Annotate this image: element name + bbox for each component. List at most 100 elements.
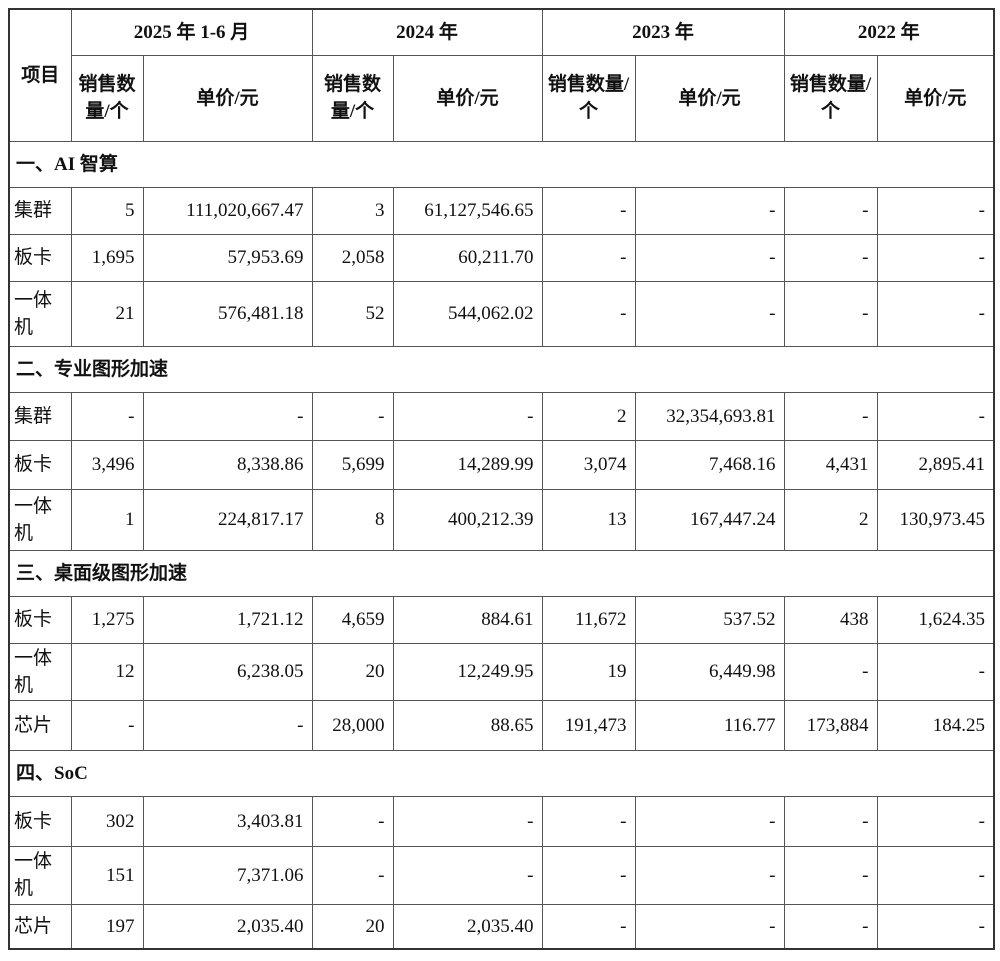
table-row: 一体机 12 6,238.05 20 12,249.95 19 6,449.98- - [8,642,995,701]
qty-cell: - [541,233,636,282]
price-cell: - [876,642,995,701]
price-cell: 167,447.24 [634,488,785,551]
row-name: 芯片 [8,699,72,751]
row-name: 芯片 [8,903,72,950]
price-cell: 6,238.05 [142,642,313,701]
qty-cell: 3,074 [541,439,636,490]
qty-cell: 11,672 [541,595,636,644]
table-row: 一体机 1 224,817.17 8 400,212.39 13 167,447.24 2 13… [8,488,995,551]
header-price: 单价/元 [634,54,785,142]
price-cell: 60,211.70 [392,233,543,282]
qty-cell: 19 [541,642,636,701]
price-cell: - [634,233,785,282]
price-cell: 224,817.17 [142,488,313,551]
price-cell: 6,449.98 [634,642,785,701]
qty-cell: 173,884 [783,699,878,751]
qty-cell: - [783,186,878,235]
price-cell: 184.25 [876,699,995,751]
section-row: 三、桌面级图形加速 [8,549,995,597]
price-cell: - [634,280,785,347]
header-item: 项目 [8,8,72,142]
table-row: 板卡 1,275 1,721.12 4,659 884.61 11,672 537.52 43… [8,595,995,644]
price-cell: - [392,795,543,847]
price-cell: 88.65 [392,699,543,751]
price-cell: - [634,795,785,847]
table-row: 板卡 302 3,403.81- - - - - - [8,795,995,847]
qty-cell: 2,058 [311,233,394,282]
price-cell: 576,481.18 [142,280,313,347]
qty-cell: 191,473 [541,699,636,751]
price-cell: - [876,280,995,347]
price-cell: - [634,186,785,235]
price-cell: 537.52 [634,595,785,644]
header-period: 2024 年 [311,8,543,56]
header-qty: 销售数量/个 [541,54,636,142]
price-cell: 130,973.45 [876,488,995,551]
price-cell: 111,020,667.47 [142,186,313,235]
header-qty: 销售数量/个 [70,54,144,142]
qty-cell: 2 [541,391,636,441]
qty-cell: 13 [541,488,636,551]
table-row: 一体机 21 576,481.18 52 544,062.02- - - - [8,280,995,347]
price-cell: 1,721.12 [142,595,313,644]
qty-cell: - [783,642,878,701]
table-row: 板卡 1,695 57,953.69 2,058 60,211.70- - - - [8,233,995,282]
price-cell: 7,371.06 [142,845,313,905]
qty-cell: 20 [311,642,394,701]
qty-cell: - [541,845,636,905]
row-name: 板卡 [8,795,72,847]
qty-cell: 5 [70,186,144,235]
price-cell: - [876,795,995,847]
qty-cell: - [783,903,878,950]
price-cell: - [142,391,313,441]
row-name: 板卡 [8,595,72,644]
qty-cell: 2 [783,488,878,551]
qty-cell: - [311,845,394,905]
section-title: 一、AI 智算 [8,140,995,188]
price-cell: 2,895.41 [876,439,995,490]
qty-cell: 21 [70,280,144,347]
price-cell: 8,338.86 [142,439,313,490]
table-row: 板卡 3,496 8,338.86 5,699 14,289.99 3,074 7,468.… [8,439,995,490]
price-cell: - [634,845,785,905]
price-cell: 2,035.40 [392,903,543,950]
price-cell: 544,062.02 [392,280,543,347]
price-cell: - [876,233,995,282]
section-title: 三、桌面级图形加速 [8,549,995,597]
table-row: 集群 5 111,020,667.47 3 61,127,546.65- - - - [8,186,995,235]
section-title: 二、专业图形加速 [8,345,995,393]
price-cell: - [876,186,995,235]
section-title: 四、SoC [8,749,995,797]
price-cell: - [392,845,543,905]
qty-cell: 4,431 [783,439,878,490]
price-cell: 2,035.40 [142,903,313,950]
qty-cell: 151 [70,845,144,905]
row-name: 一体机 [8,845,72,905]
price-cell: 884.61 [392,595,543,644]
header-qty: 销售数量/个 [783,54,878,142]
qty-cell: - [311,795,394,847]
row-name: 一体机 [8,488,72,551]
header-period: 2025 年 1-6 月 [70,8,313,56]
header-period: 2022 年 [783,8,995,56]
section-row: 一、AI 智算 [8,140,995,188]
qty-cell: - [311,391,394,441]
price-cell: 7,468.16 [634,439,785,490]
header-price: 单价/元 [392,54,543,142]
header-qty: 销售数量/个 [311,54,394,142]
qty-cell: 1,275 [70,595,144,644]
price-cell: 116.77 [634,699,785,751]
table-row: 芯片 - -28,000 88.65 191,473 116.77 173,884 184.2… [8,699,995,751]
section-row: 四、SoC [8,749,995,797]
qty-cell: - [783,795,878,847]
qty-cell: 8 [311,488,394,551]
qty-cell: 12 [70,642,144,701]
qty-cell: - [783,280,878,347]
header-price: 单价/元 [142,54,313,142]
qty-cell: 302 [70,795,144,847]
qty-cell: 20 [311,903,394,950]
price-cell: 12,249.95 [392,642,543,701]
section-row: 二、专业图形加速 [8,345,995,393]
qty-cell: 28,000 [311,699,394,751]
qty-cell: 3 [311,186,394,235]
